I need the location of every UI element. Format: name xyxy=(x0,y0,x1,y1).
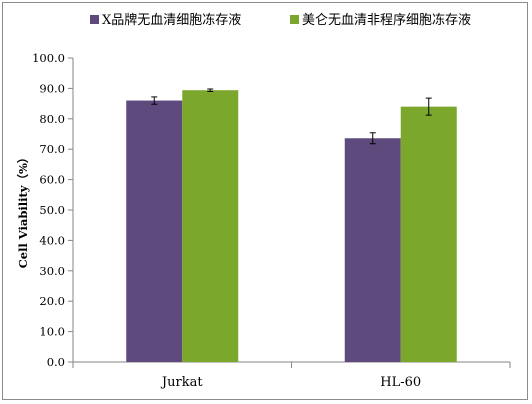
y-tick-label: 50.0 xyxy=(39,203,65,217)
y-tick-label: 30.0 xyxy=(39,264,65,278)
bars xyxy=(126,90,457,362)
error-bar xyxy=(207,88,214,92)
y-tick-label: 10.0 xyxy=(39,325,65,339)
y-tick-label: 0.0 xyxy=(47,355,65,369)
legend-item: X品牌无血清细胞冻存液 xyxy=(90,12,241,28)
x-tick-label: Jurkat xyxy=(160,375,203,390)
y-axis-label: Cell Viability（%） xyxy=(16,152,30,269)
legend-label: 美仑无血清非程序细胞冻存液 xyxy=(302,12,471,28)
error-bars xyxy=(151,88,432,145)
y-tick-label: 40.0 xyxy=(39,233,65,247)
bar-jurkat-series-1 xyxy=(126,100,183,362)
legend-swatch xyxy=(290,15,299,24)
legend-item: 美仑无血清非程序细胞冻存液 xyxy=(290,12,471,28)
y-tick-label: 20.0 xyxy=(39,294,65,308)
x-axis-tick-labels: Jurkat HL-60 xyxy=(160,375,421,390)
y-tick-label: 100.0 xyxy=(32,51,65,65)
legend-swatch xyxy=(90,15,99,24)
bar-hl-60-series-1 xyxy=(344,138,401,362)
y-tick-label: 70.0 xyxy=(39,142,65,156)
y-tick-label: 90.0 xyxy=(39,81,65,95)
error-bar xyxy=(151,96,158,105)
error-bar xyxy=(369,132,376,145)
legend-label: X品牌无血清细胞冻存液 xyxy=(102,12,241,28)
error-bar xyxy=(425,97,432,116)
bar-hl-60-series-2 xyxy=(400,106,457,362)
y-tick-label: 80.0 xyxy=(39,112,65,126)
bar-jurkat-series-2 xyxy=(182,90,239,362)
legend: X品牌无血清细胞冻存液 美仑无血清非程序细胞冻存液 xyxy=(90,12,471,28)
y-tick-label: 60.0 xyxy=(39,173,65,187)
y-axis-tick-labels: 0.0 10.0 20.0 30.0 40.0 50.0 60.0 70.0 80.0 90.0 1… xyxy=(32,51,65,369)
x-tick-label: HL-60 xyxy=(380,375,421,390)
